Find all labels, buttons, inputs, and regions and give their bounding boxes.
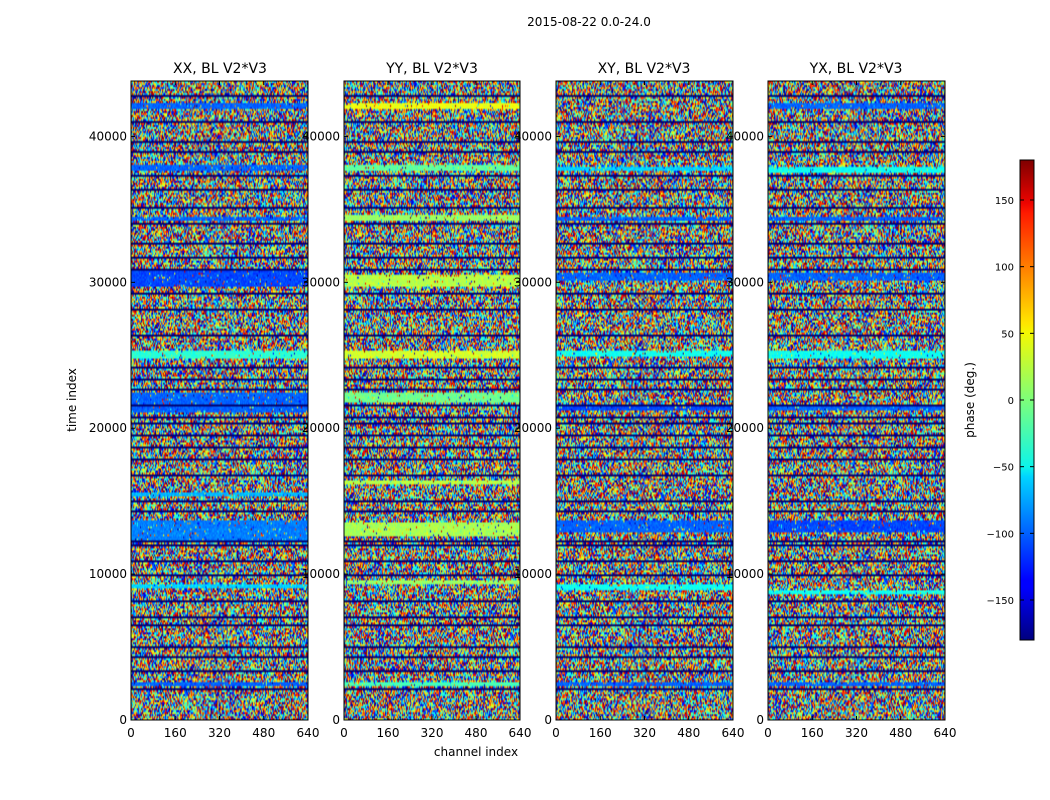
x-tick-label: 320 bbox=[633, 726, 656, 740]
x-tick-label: 0 bbox=[340, 726, 348, 740]
y-tick-label: 0 bbox=[332, 713, 340, 727]
y-tick-label: 30000 bbox=[89, 275, 127, 289]
y-tick-label: 20000 bbox=[726, 421, 764, 435]
y-tick-label: 10000 bbox=[89, 567, 127, 581]
x-tick-label: 480 bbox=[677, 726, 700, 740]
y-tick-label: 30000 bbox=[726, 275, 764, 289]
panel-yx: YX, BL V2*V3 0 160 320 480 640 0 10000 20000 300… bbox=[726, 61, 957, 740]
colorbar-tick-label: −150 bbox=[987, 596, 1014, 607]
y-tick-label: 10000 bbox=[726, 567, 764, 581]
y-tick-label: 0 bbox=[544, 713, 552, 727]
y-tick-label: 20000 bbox=[89, 421, 127, 435]
x-tick-label: 160 bbox=[377, 726, 400, 740]
heatmap-image-xy bbox=[556, 81, 733, 720]
colorbar-tick-label: −100 bbox=[987, 529, 1014, 540]
axis-ticks-yy: 0 160 320 480 640 0 10000 20000 30000 40000 bbox=[302, 81, 532, 740]
panel-title-yy: YY, BL V2*V3 bbox=[385, 61, 478, 77]
panel-yy: YY, BL V2*V3 0 160 320 480 640 0 10000 20000 300… bbox=[302, 61, 532, 740]
panel-title-xx: XX, BL V2*V3 bbox=[173, 61, 267, 77]
colorbar-tick-label: −50 bbox=[993, 463, 1014, 474]
x-tick-label: 0 bbox=[552, 726, 560, 740]
x-tick-label: 480 bbox=[252, 726, 275, 740]
axis-ticks-yx: 0 160 320 480 640 0 10000 20000 30000 40000 bbox=[726, 81, 957, 740]
colorbar-ticks: −150 −100 −50 0 50 100 150 bbox=[987, 196, 1034, 607]
x-tick-label: 480 bbox=[465, 726, 488, 740]
panel-xy: XY, BL V2*V3 0 160 320 480 640 0 10000 20000 300… bbox=[514, 61, 745, 740]
panel-title-yx: YX, BL V2*V3 bbox=[809, 61, 903, 77]
y-tick-label: 10000 bbox=[514, 567, 552, 581]
x-tick-label: 640 bbox=[509, 726, 532, 740]
colorbar-tick-label: 100 bbox=[995, 263, 1014, 274]
x-tick-label: 160 bbox=[801, 726, 824, 740]
heatmap-image-yy bbox=[344, 81, 520, 720]
y-tick-label: 10000 bbox=[302, 567, 340, 581]
x-tick-label: 640 bbox=[297, 726, 320, 740]
y-tick-label: 0 bbox=[119, 713, 127, 727]
axis-ticks-xy: 0 160 320 480 640 0 10000 20000 30000 40000 bbox=[514, 81, 745, 740]
x-tick-label: 320 bbox=[208, 726, 231, 740]
heatmap-image-xx bbox=[131, 81, 308, 720]
y-tick-label: 30000 bbox=[514, 275, 552, 289]
x-axis-label: channel index bbox=[434, 745, 518, 759]
x-tick-label: 160 bbox=[164, 726, 187, 740]
figure-suptitle: 2015-08-22 0.0-24.0 bbox=[527, 15, 651, 29]
colorbar-tick-label: 150 bbox=[995, 196, 1014, 207]
y-tick-label: 0 bbox=[756, 713, 764, 727]
colorbar-label: phase (deg.) bbox=[963, 362, 977, 438]
colorbar: −150 −100 −50 0 50 100 150 phase (deg.) bbox=[963, 159, 1035, 641]
y-tick-label: 20000 bbox=[302, 421, 340, 435]
y-tick-label: 30000 bbox=[302, 275, 340, 289]
panel-title-xy: XY, BL V2*V3 bbox=[598, 61, 691, 77]
colorbar-tick-label: 50 bbox=[1001, 329, 1014, 340]
colorbar-tick-label: 0 bbox=[1008, 396, 1014, 407]
y-tick-label: 40000 bbox=[514, 129, 552, 143]
x-tick-label: 320 bbox=[845, 726, 868, 740]
x-tick-label: 640 bbox=[722, 726, 745, 740]
axis-ticks-xx: 0 160 320 480 640 0 10000 20000 30000 40000 bbox=[89, 81, 320, 740]
x-tick-label: 320 bbox=[421, 726, 444, 740]
heatmap-image-yx bbox=[768, 81, 945, 720]
x-tick-label: 0 bbox=[764, 726, 772, 740]
x-tick-label: 480 bbox=[889, 726, 912, 740]
y-tick-label: 20000 bbox=[514, 421, 552, 435]
y-axis-label: time index bbox=[65, 368, 79, 432]
x-tick-label: 640 bbox=[934, 726, 957, 740]
y-tick-label: 40000 bbox=[302, 129, 340, 143]
panel-xx: XX, BL V2*V3 0 160 320 480 640 0 10000 20000 300… bbox=[89, 61, 320, 740]
y-tick-label: 40000 bbox=[89, 129, 127, 143]
y-tick-label: 40000 bbox=[726, 129, 764, 143]
x-tick-label: 160 bbox=[589, 726, 612, 740]
x-tick-label: 0 bbox=[127, 726, 135, 740]
